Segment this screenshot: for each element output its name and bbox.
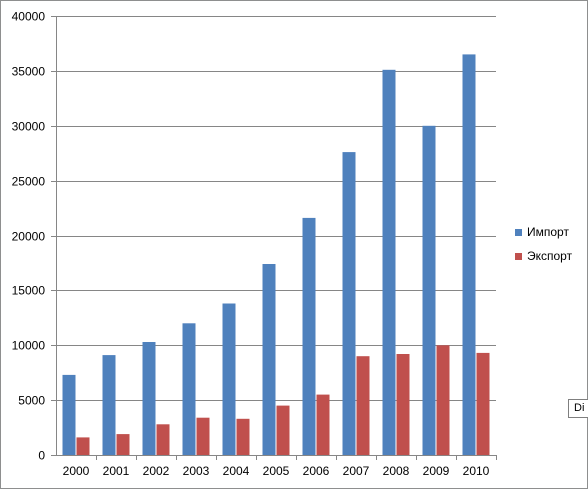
import-bar-2004	[222, 303, 236, 455]
y-tick-label: 40000	[12, 10, 46, 24]
legend-swatch-0	[515, 229, 522, 236]
y-tick-label: 10000	[12, 339, 46, 353]
y-tick-label: 35000	[12, 65, 46, 79]
import-bar-2002	[142, 342, 156, 455]
x-tick-label: 2000	[63, 464, 90, 478]
export-bar-2003	[196, 417, 210, 455]
legend-label-0: Импорт	[527, 225, 569, 239]
y-tick-label: 25000	[12, 175, 46, 189]
import-bar-2000	[62, 374, 76, 455]
export-bar-2002	[156, 424, 170, 455]
x-tick-label: 2009	[423, 464, 450, 478]
y-tick-label: 0	[38, 449, 45, 463]
import-bar-2009	[422, 125, 436, 456]
export-bar-2000	[76, 437, 90, 455]
legend-label-1: Экспорт	[527, 249, 573, 263]
legend-swatch-1	[515, 253, 522, 260]
x-tick-label: 2008	[383, 464, 410, 478]
x-tick-label: 2006	[303, 464, 330, 478]
import-bar-2008	[382, 69, 396, 456]
export-bar-2006	[316, 394, 330, 455]
x-tick-label: 2003	[183, 464, 210, 478]
export-bar-2009	[436, 345, 450, 456]
x-tick-label: 2002	[143, 464, 170, 478]
y-tick-label: 15000	[12, 284, 46, 298]
import-bar-2010	[462, 54, 476, 456]
import-bar-2005	[262, 264, 276, 455]
import-bar-2001	[102, 355, 116, 455]
import-bar-2007	[342, 152, 356, 455]
x-tick-label: 2007	[343, 464, 370, 478]
export-bar-2005	[276, 405, 290, 455]
import-bar-2006	[302, 217, 316, 455]
x-tick-label: 2004	[223, 464, 250, 478]
x-tick-label: 2001	[103, 464, 130, 478]
y-tick-label: 20000	[12, 230, 46, 244]
chart-tooltip: Di	[568, 399, 588, 418]
export-bar-2001	[116, 434, 130, 455]
y-tick-label: 30000	[12, 120, 46, 134]
import-bar-2003	[182, 323, 196, 455]
x-tick-label: 2010	[463, 464, 490, 478]
export-bar-2010	[476, 352, 490, 455]
export-bar-2004	[236, 418, 250, 455]
export-bar-2008	[396, 354, 410, 455]
x-tick-label: 2005	[263, 464, 290, 478]
y-tick-label: 5000	[18, 394, 45, 408]
export-bar-2007	[356, 356, 370, 455]
